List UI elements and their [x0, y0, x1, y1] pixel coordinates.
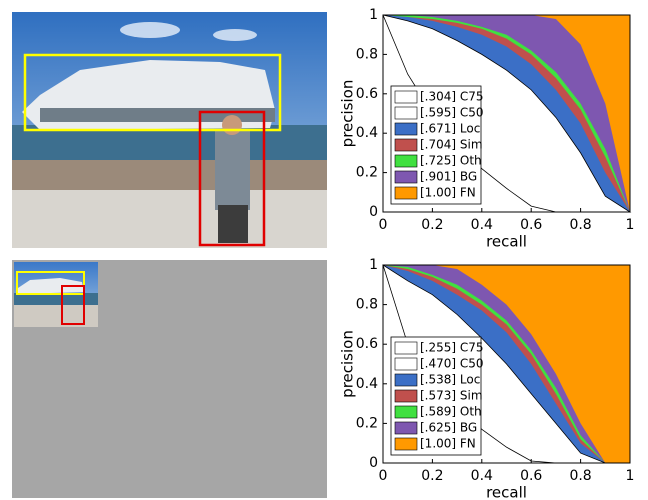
x-tick-label: 1	[626, 217, 635, 233]
legend-label: [.625] BG	[420, 421, 477, 435]
legend-swatch	[395, 438, 417, 450]
y-tick-label: 1	[369, 7, 378, 23]
x-tick-label: 0.2	[421, 217, 443, 233]
legend-label: [.470] C50	[420, 357, 484, 371]
x-tick-label: 0.2	[421, 468, 443, 484]
y-axis-label: precision	[339, 80, 357, 148]
legend-label: [.589] Oth	[420, 405, 482, 419]
y-tick-label: 0	[369, 204, 378, 220]
y-tick-label: 0.2	[356, 415, 378, 431]
y-tick-label: 0.6	[356, 86, 378, 102]
y-tick-label: 0.8	[356, 297, 378, 313]
legend: [.304] C75 [.595] C50 [.671] Loc [.704] Sim…	[391, 86, 484, 204]
y-tick-label: 0.4	[356, 125, 378, 141]
y-tick-label: 0	[369, 455, 378, 471]
legend-label: [1.00] FN	[420, 186, 476, 200]
legend-swatch	[395, 187, 417, 199]
legend-swatch	[395, 358, 417, 370]
legend-swatch	[395, 139, 417, 151]
legend-swatch	[395, 422, 417, 434]
legend-label: [.595] C50	[420, 106, 484, 120]
y-tick-label: 0.6	[356, 336, 378, 352]
x-tick-label: 0.6	[520, 468, 542, 484]
y-axis-label: precision	[339, 330, 357, 398]
x-tick-label: 0	[379, 217, 388, 233]
x-axis-label: recall	[486, 233, 527, 251]
legend-swatch	[395, 171, 417, 183]
x-tick-label: 0.6	[520, 217, 542, 233]
legend-label: [.725] Oth	[420, 154, 482, 168]
legend-swatch	[395, 374, 417, 386]
x-tick-label: 0	[379, 468, 388, 484]
x-tick-label: 0.8	[569, 468, 591, 484]
legend-label: [.704] Sim	[420, 138, 483, 152]
legend-swatch	[395, 155, 417, 167]
x-tick-label: 1	[626, 468, 635, 484]
legend-label: [.671] Loc	[420, 122, 480, 136]
photo-top	[12, 12, 327, 248]
legend-swatch	[395, 406, 417, 418]
legend-label: [.304] C75	[420, 90, 484, 104]
pr-chart: 0 0.2 0.4 0.6 0.8 1 0 0.2 0.4 0.6 0.8 1 recall precis…	[339, 7, 635, 251]
legend-swatch	[395, 342, 417, 354]
legend-swatch	[395, 91, 417, 103]
x-axis-label: recall	[486, 484, 527, 500]
legend-swatch	[395, 123, 417, 135]
x-tick-label: 0.4	[471, 468, 493, 484]
y-tick-label: 0.8	[356, 46, 378, 62]
x-tick-label: 0.8	[569, 217, 591, 233]
pr-chart: 0 0.2 0.4 0.6 0.8 1 0 0.2 0.4 0.6 0.8 1 recall precis…	[339, 257, 635, 500]
figure: 0 0.2 0.4 0.6 0.8 1 0 0.2 0.4 0.6 0.8 1 recall precis…	[0, 0, 648, 500]
legend: [.255] C75 [.470] C50 [.538] Loc [.573] Sim…	[391, 337, 484, 455]
legend-label: [.538] Loc	[420, 373, 480, 387]
legend-label: [1.00] FN	[420, 437, 476, 451]
legend-label: [.573] Sim	[420, 389, 483, 403]
legend-label: [.255] C75	[420, 341, 484, 355]
y-tick-label: 0.4	[356, 376, 378, 392]
legend-swatch	[395, 107, 417, 119]
y-tick-label: 0.2	[356, 165, 378, 181]
legend-swatch	[395, 390, 417, 402]
photo-bottom	[12, 260, 327, 498]
y-tick-label: 1	[369, 257, 378, 273]
x-tick-label: 0.4	[471, 217, 493, 233]
legend-label: [.901] BG	[420, 170, 477, 184]
